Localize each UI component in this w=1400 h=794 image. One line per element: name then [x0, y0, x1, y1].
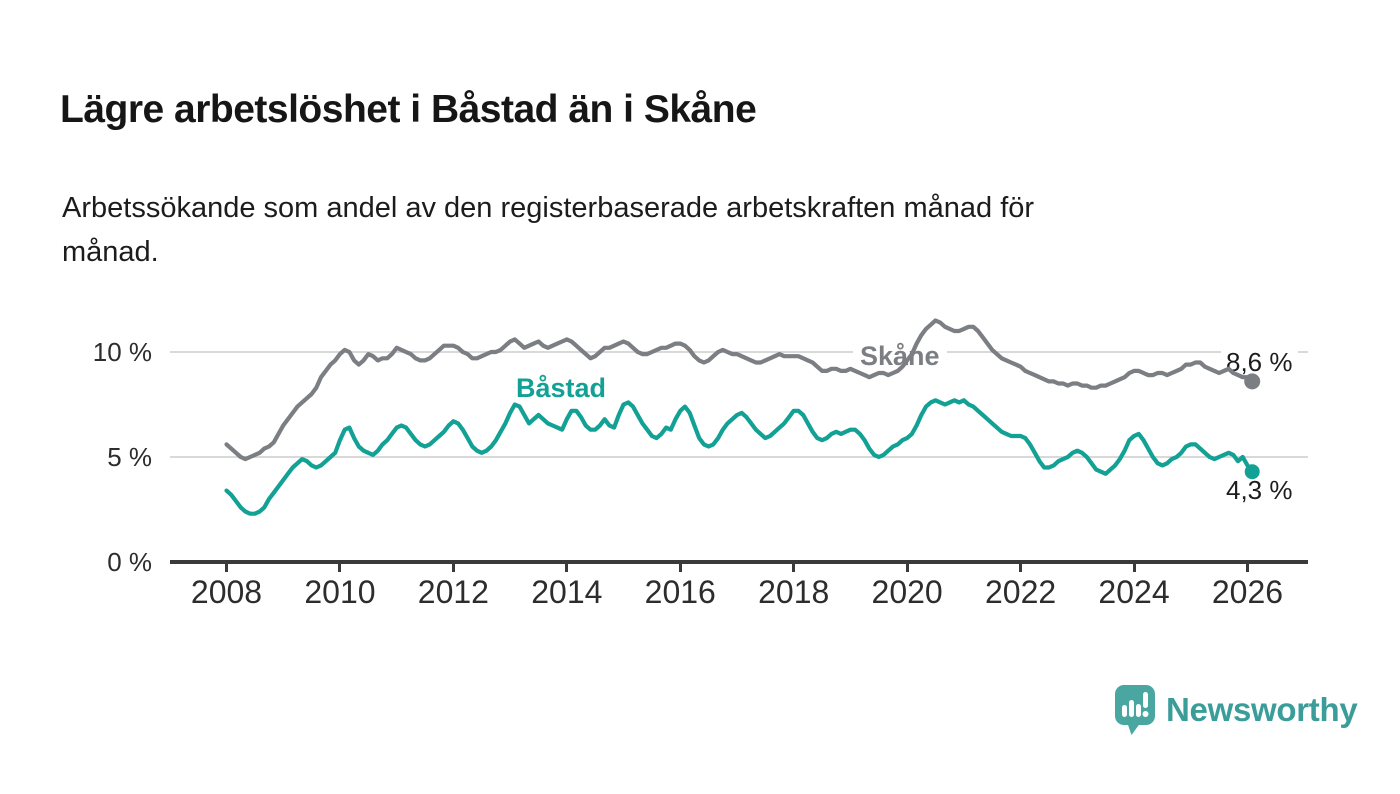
x-axis-label: 2026 — [1211, 574, 1284, 610]
x-axis-tick — [678, 562, 682, 572]
x-axis-label: 2020 — [871, 574, 943, 610]
x-axis-label: 2014 — [531, 574, 603, 610]
x-axis-tick — [792, 562, 796, 572]
y-axis-label: 0 % — [107, 547, 152, 577]
x-axis-tick — [565, 562, 569, 572]
bastad-series-label: Båstad — [516, 373, 607, 403]
page-title: Lägre arbetslöshet i Båstad än i Skåne — [60, 88, 757, 132]
x-axis-tick — [451, 562, 455, 572]
x-axis-label: 2016 — [644, 574, 716, 610]
y-axis-label: 10 % — [92, 337, 152, 367]
x-axis-label: 2008 — [190, 574, 263, 610]
x-axis-tick — [1019, 562, 1023, 572]
gridline-10 — [170, 351, 1308, 353]
x-axis-tick — [1245, 562, 1249, 572]
x-axis-label: 2022 — [984, 574, 1057, 610]
bastad-end-value-label: 4,3 % — [1221, 474, 1298, 507]
chart-subtitle-line2: månad. — [62, 235, 159, 268]
gridline-5 — [170, 456, 1308, 458]
skane-end-value-label: 8,6 % — [1221, 346, 1298, 379]
chart-subtitle-line1: Arbetssökande som andel av den registerb… — [62, 192, 1035, 224]
newsworthy-logo: Newsworthy — [1114, 684, 1358, 736]
x-axis-label: 2024 — [1098, 574, 1170, 610]
newsworthy-logo-icon — [1115, 685, 1155, 735]
x-axis-label: 2018 — [758, 574, 830, 610]
x-axis-label: 2010 — [304, 574, 376, 610]
x-axis-tick — [225, 562, 228, 572]
skane-line — [224, 318, 1255, 462]
x-axis-tick — [338, 562, 342, 572]
skane-series-label: Skåne — [853, 340, 947, 373]
chart-subtitle: Arbetssökande som andel av den registerb… — [62, 187, 1034, 274]
y-axis-label: 5 % — [107, 442, 152, 472]
x-axis-label: 2012 — [417, 574, 489, 610]
x-axis-tick — [905, 562, 909, 572]
x-axis-line — [170, 560, 1308, 564]
newsworthy-logo-text: Newsworthy — [1166, 691, 1358, 728]
x-axis-tick — [1132, 562, 1136, 572]
